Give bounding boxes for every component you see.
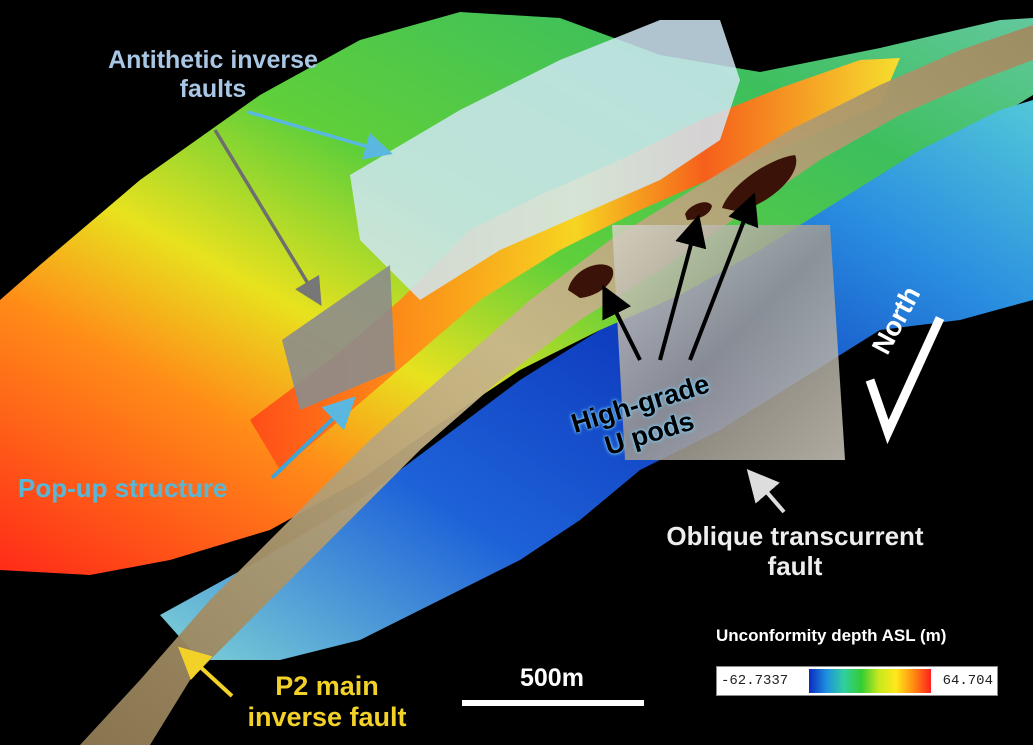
oblique-fault-plane [612,225,845,460]
legend-max-value: 64.704 [942,673,993,689]
oblique-label-line1: Oblique transcurrent [666,521,924,551]
antithetic-label-line2: faults [179,74,247,103]
legend-color-ramp [809,669,931,693]
legend-min-value: -62.7337 [721,673,789,689]
antithetic-fault-plane [350,20,740,300]
color-legend: -62.7337 64.704 [716,666,998,696]
antithetic-faults-label: Antithetic inverse faults [78,46,348,104]
p2-arrow [178,646,234,698]
ridge-high-zone [250,58,900,470]
u-pod-1 [568,264,614,298]
pod-arrow-3 [688,192,759,361]
popup-arrow [270,396,356,480]
popup-structure-label: Pop-up structure [18,473,228,503]
p2-label-line1: P2 main [275,671,379,701]
antithetic-arrow-blue [247,110,393,160]
antithetic-arrow-grey [213,129,322,306]
scale-bar [462,700,644,706]
p2-label-line2: inverse fault [247,702,407,733]
p2-fault-label: P2 main inverse fault [222,671,432,733]
legend-title: Unconformity depth ASL (m) [716,626,947,645]
scale-label: 500m [520,664,584,692]
antithetic-label-line1: Antithetic inverse [108,46,318,74]
p2-fault-plane [80,25,1033,745]
north-arrow [865,316,945,445]
popup-fault-plane [282,265,395,410]
pod-arrow-1 [602,284,642,361]
oblique-label-line2: fault [767,550,823,581]
oblique-fault-label: Oblique transcurrent fault [620,521,970,582]
pod-arrow-2 [658,214,707,361]
oblique-arrow [746,468,786,514]
